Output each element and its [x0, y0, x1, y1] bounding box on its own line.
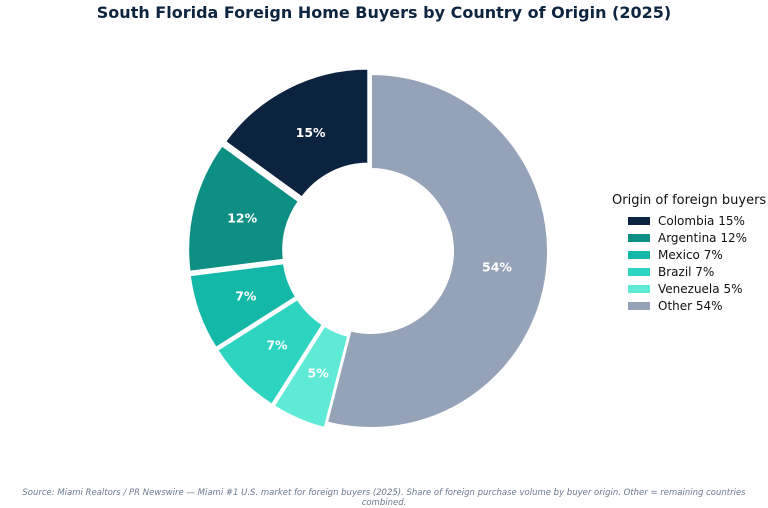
legend-swatch: [628, 233, 650, 242]
legend-swatch: [628, 250, 650, 259]
legend-item-colombia: Colombia 15%: [628, 212, 766, 229]
legend-item-venezuela: Venezuela 5%: [628, 280, 766, 297]
slice-mexico: [188, 262, 298, 350]
slice-label-other: 54%: [482, 259, 512, 274]
slice-label-colombia: 15%: [296, 125, 326, 140]
chart-title: South Florida Foreign Home Buyers by Cou…: [96, 3, 672, 22]
slice-brazil: [215, 297, 325, 407]
legend: Origin of foreign buyers Colombia 15% Ar…: [612, 193, 766, 314]
legend-swatch: [628, 284, 650, 293]
legend-label: Other 54%: [658, 298, 723, 313]
legend-label: Colombia 15%: [658, 213, 745, 228]
legend-label: Mexico 7%: [658, 247, 723, 262]
slice-label-venezuela: 5%: [308, 366, 330, 381]
slice-other: [325, 72, 549, 429]
legend-item-other: Other 54%: [628, 297, 766, 314]
legend-label: Argentina 12%: [658, 230, 748, 245]
slice-label-argentina: 12%: [227, 210, 257, 225]
legend-item-brazil: Brazil 7%: [628, 263, 766, 280]
slice-argentina: [187, 144, 301, 273]
slice-label-brazil: 7%: [266, 338, 288, 353]
legend-swatch: [628, 301, 650, 310]
legend-title: Origin of foreign buyers: [612, 193, 767, 208]
legend-swatch: [628, 216, 650, 225]
slice-colombia: [223, 67, 370, 199]
legend-item-mexico: Mexico 7%: [628, 246, 766, 263]
legend-label: Venezuela 5%: [658, 281, 743, 296]
legend-swatch: [628, 267, 650, 276]
slice-venezuela: [272, 324, 350, 430]
legend-item-argentina: Argentina 12%: [628, 229, 766, 246]
slice-label-mexico: 7%: [235, 289, 257, 304]
source-note: Source: Miami Realtors / PR Newswire — M…: [22, 488, 746, 508]
legend-label: Brazil 7%: [658, 264, 715, 279]
